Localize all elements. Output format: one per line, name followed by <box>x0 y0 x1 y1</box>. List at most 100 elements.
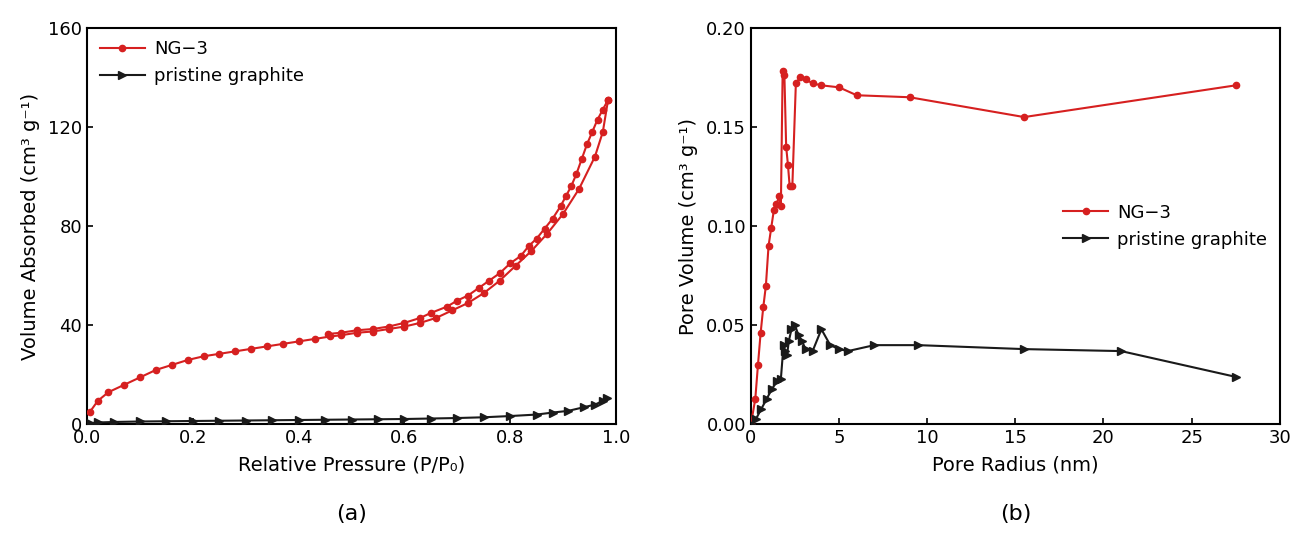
pristine graphite <box>598 395 614 402</box>
Line: pristine graphite: pristine graphite <box>87 394 610 427</box>
NG−3 <box>243 345 258 352</box>
NG−3 <box>778 144 794 150</box>
pristine graphite <box>211 417 227 424</box>
NG−3 <box>365 328 380 335</box>
NG−3 <box>777 72 792 79</box>
NG−3 <box>771 193 787 200</box>
Legend: NG−3, pristine graphite: NG−3, pristine graphite <box>93 33 311 93</box>
NG−3 <box>258 343 274 350</box>
NG−3 <box>775 68 791 75</box>
pristine graphite <box>576 404 592 410</box>
pristine graphite <box>911 342 926 349</box>
pristine graphite <box>344 416 359 423</box>
pristine graphite <box>159 418 174 425</box>
NG−3 <box>323 333 338 340</box>
NG−3 <box>307 336 323 342</box>
pristine graphite <box>758 395 774 402</box>
NG−3 <box>195 353 211 360</box>
NG−3 <box>804 80 820 87</box>
NG−3 <box>227 348 243 355</box>
NG−3 <box>789 80 804 87</box>
NG−3 <box>445 307 461 314</box>
NG−3 <box>89 398 105 404</box>
pristine graphite <box>594 398 610 404</box>
NG−3 <box>1228 82 1244 89</box>
Y-axis label: Volume Absorbed (cm³ g⁻¹): Volume Absorbed (cm³ g⁻¹) <box>21 92 39 360</box>
NG−3 <box>761 243 777 249</box>
NG−3 <box>756 304 771 311</box>
NG−3 <box>180 357 195 364</box>
pristine graphite <box>743 421 758 428</box>
NG−3 <box>133 374 148 381</box>
pristine graphite <box>133 418 148 425</box>
NG−3 <box>782 183 798 190</box>
NG−3 <box>750 362 766 369</box>
NG−3 <box>813 82 829 89</box>
NG−3 <box>349 329 365 336</box>
pristine graphite <box>265 417 281 424</box>
pristine graphite <box>318 416 333 423</box>
X-axis label: Pore Radius (nm): Pore Radius (nm) <box>932 455 1098 475</box>
NG−3 <box>594 129 610 135</box>
NG−3 <box>769 201 785 208</box>
pristine graphite <box>185 417 201 424</box>
NG−3 <box>785 183 800 190</box>
pristine graphite <box>502 412 518 419</box>
pristine graphite <box>866 342 882 349</box>
pristine graphite <box>804 348 820 354</box>
pristine graphite <box>791 332 807 338</box>
NG−3 <box>764 225 779 232</box>
NG−3 <box>748 395 764 402</box>
Line: pristine graphite: pristine graphite <box>747 322 1240 428</box>
NG−3 <box>849 92 865 98</box>
pristine graphite <box>748 415 764 422</box>
Legend: NG−3, pristine graphite: NG−3, pristine graphite <box>1056 196 1274 256</box>
pristine graphite <box>787 322 803 328</box>
pristine graphite <box>450 415 466 421</box>
pristine graphite <box>778 348 794 354</box>
NG−3 <box>781 161 796 168</box>
Text: (a): (a) <box>336 504 367 524</box>
NG−3 <box>758 282 774 289</box>
NG−3 <box>555 211 571 217</box>
pristine graphite <box>832 346 848 353</box>
pristine graphite <box>560 408 576 414</box>
NG−3 <box>81 409 97 415</box>
Line: NG−3: NG−3 <box>87 97 611 415</box>
Y-axis label: Pore Volume (cm³ g⁻¹): Pore Volume (cm³ g⁻¹) <box>678 118 698 334</box>
NG−3 <box>773 203 789 210</box>
pristine graphite <box>779 352 795 359</box>
pristine graphite <box>106 419 122 425</box>
NG−3 <box>523 248 539 254</box>
NG−3 <box>766 207 782 213</box>
NG−3 <box>792 74 808 81</box>
pristine graphite <box>813 326 829 333</box>
NG−3 <box>211 350 227 357</box>
pristine graphite <box>422 415 438 422</box>
NG−3 <box>117 382 133 388</box>
NG−3 <box>492 277 508 284</box>
pristine graphite <box>775 342 791 349</box>
pristine graphite <box>291 417 307 424</box>
NG−3 <box>1017 114 1033 120</box>
pristine graphite <box>781 338 796 344</box>
pristine graphite <box>529 411 544 418</box>
NG−3 <box>428 315 443 321</box>
NG−3 <box>461 300 476 306</box>
pristine graphite <box>753 405 769 412</box>
NG−3 <box>571 186 586 192</box>
pristine graphite <box>794 338 810 344</box>
pristine graphite <box>773 376 789 382</box>
pristine graphite <box>1114 348 1130 354</box>
pristine graphite <box>840 348 855 354</box>
NG−3 <box>476 290 492 296</box>
NG−3 <box>508 262 523 269</box>
pristine graphite <box>1228 373 1244 380</box>
pristine graphite <box>764 386 779 392</box>
NG−3 <box>101 389 117 395</box>
pristine graphite <box>586 402 602 408</box>
pristine graphite <box>476 414 492 421</box>
pristine graphite <box>396 416 412 422</box>
NG−3 <box>539 230 555 237</box>
X-axis label: Relative Pressure (P/P₀): Relative Pressure (P/P₀) <box>237 455 466 475</box>
